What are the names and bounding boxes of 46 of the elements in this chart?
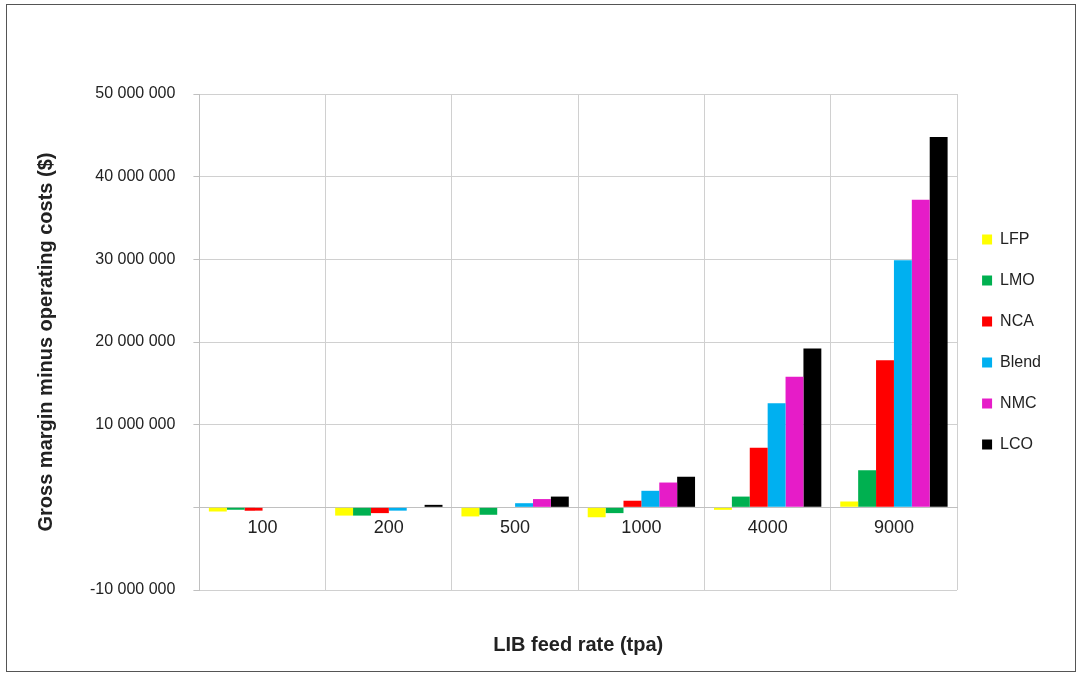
y-axis-title: Gross margin minus operating costs ($) xyxy=(33,152,56,532)
legend-label: LCO xyxy=(1000,434,1033,452)
bar xyxy=(677,476,696,507)
bar xyxy=(623,500,642,507)
x-tick-label: 500 xyxy=(500,517,531,538)
bar xyxy=(929,136,948,507)
bar xyxy=(749,447,768,507)
bar xyxy=(840,501,859,507)
bar xyxy=(785,376,804,507)
x-tick-label: 9000 xyxy=(873,517,914,538)
y-tick-label: 50 000 000 xyxy=(95,84,176,102)
legend-label: NCA xyxy=(1000,311,1035,329)
bar xyxy=(515,503,533,507)
bar xyxy=(659,482,678,507)
bar xyxy=(767,403,786,507)
bar xyxy=(532,499,551,507)
bar xyxy=(858,470,877,507)
legend-label: Blend xyxy=(1000,352,1041,370)
bar xyxy=(244,507,263,511)
legend-label: NMC xyxy=(1000,393,1037,411)
legend-label: LMO xyxy=(1000,270,1035,288)
bar xyxy=(370,507,389,514)
x-tick-label: 100 xyxy=(247,517,278,538)
y-tick-label: 30 000 000 xyxy=(95,249,176,267)
bar xyxy=(353,507,371,516)
bar xyxy=(911,199,930,507)
bar xyxy=(803,348,822,507)
legend-label: LFP xyxy=(1000,229,1030,247)
y-tick-label: 10 000 000 xyxy=(95,415,176,433)
bar xyxy=(876,360,894,507)
x-axis-title: LIB feed rate (tpa) xyxy=(493,632,664,655)
y-tick-label: -10 000 000 xyxy=(90,580,176,598)
y-tick-label: 20 000 000 xyxy=(95,332,176,350)
bar xyxy=(479,507,498,515)
bar xyxy=(731,496,750,507)
bar xyxy=(550,496,569,507)
x-tick-label: 1000 xyxy=(621,517,662,538)
bar xyxy=(461,507,480,517)
x-tick-label: 4000 xyxy=(747,517,788,538)
bar xyxy=(587,507,606,518)
bar xyxy=(641,490,660,507)
x-tick-label: 200 xyxy=(373,517,404,538)
y-tick-label: 40 000 000 xyxy=(95,167,176,185)
bar xyxy=(388,507,407,511)
bar xyxy=(335,507,354,516)
bar xyxy=(893,260,912,507)
